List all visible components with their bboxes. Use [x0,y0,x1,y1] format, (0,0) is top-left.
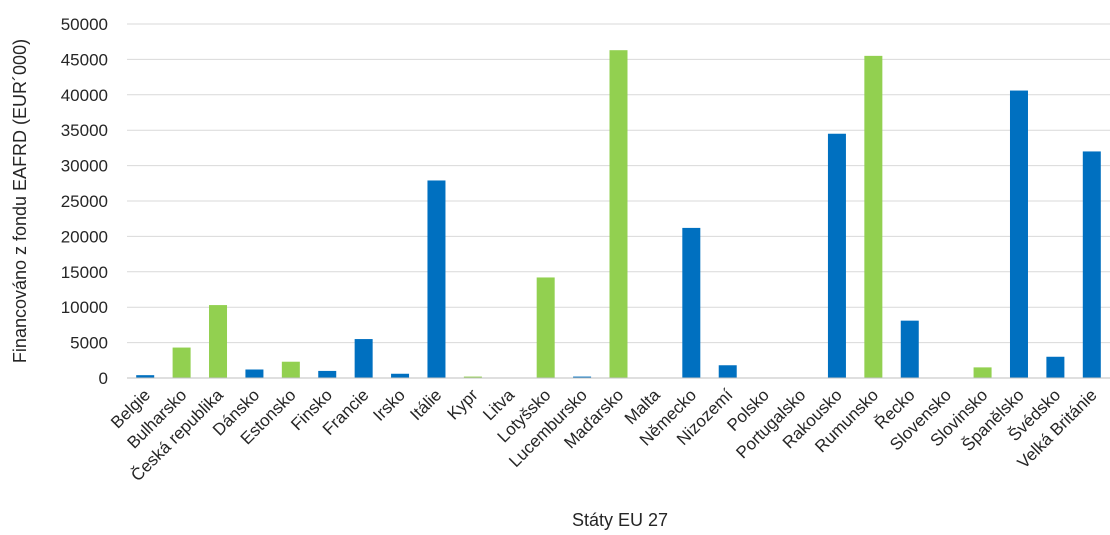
bar [354,339,373,378]
x-tick-label: Itálie [406,385,445,424]
bar [281,361,300,378]
bar [573,376,592,378]
bar [136,375,155,378]
bar [209,305,228,378]
bar [172,347,191,378]
bar [1046,356,1065,378]
bar [536,277,555,378]
y-tick-label: 5000 [70,334,108,353]
bar [900,320,919,378]
x-tick-label: Irsko [369,385,408,424]
bar [609,50,628,379]
x-tick-label: Kypr [444,385,482,423]
y-tick-label: 40000 [61,86,108,105]
y-tick-label: 45000 [61,50,108,69]
bar [864,55,883,379]
bar [1082,151,1101,378]
bar [973,367,992,378]
bar [245,369,264,378]
y-tick-label: 30000 [61,157,108,176]
bars [136,50,1101,379]
y-tick-label: 15000 [61,263,108,282]
bar [1009,90,1028,378]
bar [463,376,482,378]
bar [318,370,337,378]
y-tick-label: 20000 [61,227,108,246]
bar [391,373,410,378]
y-axis-ticks: 0 5000 10000 15000 20000 25000 30000 35000 40000… [61,15,108,388]
bar [827,133,846,378]
bar [427,180,446,378]
bar [682,227,701,378]
bar [718,365,737,378]
x-axis-title: Státy EU 27 [572,510,668,530]
y-tick-label: 0 [99,369,108,388]
y-tick-label: 25000 [61,192,108,211]
y-axis-title: Financováno z fondu EAFRD (EUR´000) [10,39,30,363]
y-tick-label: 50000 [61,15,108,34]
y-tick-label: 35000 [61,121,108,140]
y-tick-label: 10000 [61,298,108,317]
